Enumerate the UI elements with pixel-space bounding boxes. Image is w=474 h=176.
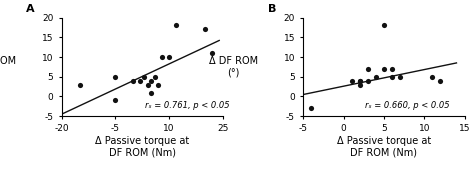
X-axis label: Δ Passive torque at
DF ROM (Nm): Δ Passive torque at DF ROM (Nm) <box>337 136 431 158</box>
Point <box>155 83 162 86</box>
Point <box>76 83 83 86</box>
Point <box>144 83 151 86</box>
Point <box>348 79 356 82</box>
Point <box>396 75 404 78</box>
Point <box>129 79 137 82</box>
Point <box>111 75 119 78</box>
Point <box>356 79 364 82</box>
Y-axis label: Δ DF ROM
(°): Δ DF ROM (°) <box>209 56 258 78</box>
Point <box>147 91 155 94</box>
Point <box>208 52 216 55</box>
Point <box>364 79 372 82</box>
Point <box>165 56 173 58</box>
Text: B: B <box>268 4 276 14</box>
Point <box>388 67 396 70</box>
X-axis label: Δ Passive torque at
DF ROM (Nm): Δ Passive torque at DF ROM (Nm) <box>95 136 189 158</box>
Point <box>308 107 315 110</box>
Point <box>137 79 144 82</box>
Point <box>428 75 436 78</box>
Point <box>437 79 444 82</box>
Text: rₛ = 0.660, p < 0.05: rₛ = 0.660, p < 0.05 <box>365 101 449 110</box>
Point <box>111 99 119 102</box>
Point <box>158 56 166 58</box>
Y-axis label: Δ DF ROM
(°): Δ DF ROM (°) <box>0 56 17 78</box>
Point <box>173 24 180 27</box>
Point <box>356 79 364 82</box>
Point <box>201 28 209 31</box>
Point <box>388 75 396 78</box>
Point <box>380 67 388 70</box>
Text: A: A <box>26 4 35 14</box>
Point <box>356 83 364 86</box>
Point <box>372 75 380 78</box>
Point <box>147 79 155 82</box>
Point <box>140 75 148 78</box>
Point <box>364 67 372 70</box>
Point <box>380 24 388 27</box>
Text: rₛ = 0.761, p < 0.05: rₛ = 0.761, p < 0.05 <box>146 101 230 110</box>
Point <box>151 75 158 78</box>
